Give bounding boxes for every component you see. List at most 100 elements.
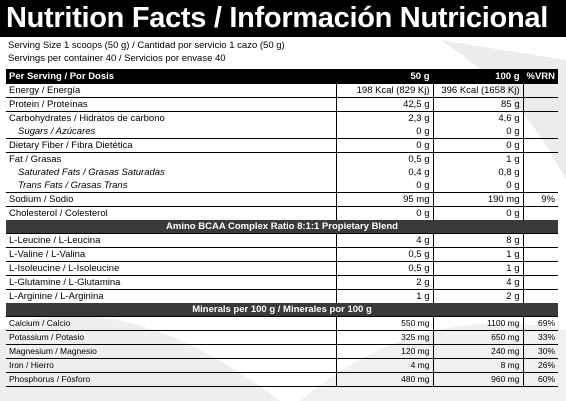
cell: [522, 275, 558, 290]
nutrient-row: Protein / Proteínas 42,5 g 85 g: [6, 97, 558, 112]
cell: [522, 179, 558, 193]
cell: Magnesium / Magnesio: [6, 344, 336, 359]
cell: 0,5 g: [335, 152, 433, 166]
section-heading: Amino BCAA Complex Ratio 8:1:1 Propietar…: [6, 220, 558, 234]
cell: [522, 97, 558, 112]
cell: L-Arginine / L-Arginina: [6, 289, 336, 303]
cell: Protein / Proteínas: [6, 97, 336, 112]
cell: L-Valine / L-Valina: [6, 247, 336, 262]
cell: 960 mg: [432, 372, 523, 387]
cell: 4 g: [335, 233, 433, 248]
nutrition-table: Per Serving / Por Dosis 50 g 100 g %VRN Ener…: [6, 69, 558, 387]
cell: 0 g: [432, 206, 523, 220]
cell: [522, 125, 558, 139]
title: Nutrition Facts / Información Nutriciona…: [0, 0, 566, 37]
cell: 1 g: [432, 261, 523, 276]
serving-line: Serving Size 1 scoops (50 g) / Cantidad …: [8, 40, 285, 51]
cell: Trans Fats / Grasas Trans: [18, 180, 128, 191]
cell: 2,3 g: [335, 111, 433, 125]
cell: 2 g: [335, 275, 433, 290]
nutrient-row: Iron / Hierro 4 mg 8 mg 26%: [6, 358, 558, 373]
cell: [522, 166, 558, 179]
cell: 69%: [522, 316, 558, 331]
cell: 85 g: [432, 97, 523, 112]
cell: [522, 206, 558, 220]
nutrient-row: Magnesium / Magnesio 120 mg 240 mg 30%: [6, 344, 558, 359]
cell: 95 mg: [335, 192, 433, 207]
nutrient-row: Carbohydrates / Hidratos de carbono 2,3 g…: [6, 111, 558, 125]
cell: 0 g: [432, 179, 523, 193]
cell: Potassium / Potasio: [6, 330, 336, 345]
cell: 1 g: [432, 247, 523, 262]
serving-line: Servings per container 40 / Servicios po…: [8, 52, 226, 64]
cell: 9%: [522, 192, 558, 207]
cell: 8 mg: [432, 358, 523, 373]
serving-info: Serving Size 1 scoops (50 g) / Cantidad …: [8, 40, 285, 65]
cell: 8 g: [432, 233, 523, 248]
cell: 1100 mg: [432, 316, 523, 331]
nutrient-row: Calcium / Calcio 550 mg 1100 mg 69%: [6, 316, 558, 331]
cell: [522, 233, 558, 248]
cell: 190 mg: [432, 192, 523, 207]
cell: 0 g: [335, 179, 433, 193]
nutrient-row: Potassium / Potasio 325 mg 650 mg 33%: [6, 330, 558, 345]
cell: Carbohydrates / Hidratos de carbono: [6, 111, 336, 125]
cell: 33%: [522, 330, 558, 345]
cell: 26%: [522, 358, 558, 373]
nutrient-row: Energy / Energía 198 Kcal (829 Kj) 396 Kca…: [6, 83, 558, 98]
cell: 0 g: [432, 125, 523, 139]
cell: Sugars / Azúcares: [18, 126, 96, 137]
cell: Iron / Hierro: [6, 358, 336, 373]
table-body: Per Serving / Por Dosis 50 g 100 g %VRN Ener…: [6, 69, 558, 387]
cell: Phosphorus / Fósforo: [6, 372, 336, 387]
cell: %VRN: [522, 69, 558, 84]
cell: 198 Kcal (829 Kj): [335, 83, 433, 98]
cell: L-Glutamine / L-Glutamina: [6, 275, 336, 290]
cell: L-Isoleucine / L-Isoleucine: [6, 261, 336, 276]
nutrient-row: Phosphorus / Fósforo 480 mg 960 mg 60%: [6, 372, 558, 387]
cell: 0 g: [432, 138, 523, 153]
cell: 60%: [522, 372, 558, 387]
cell: 0,5 g: [335, 247, 433, 262]
section-row: Minerals per 100 g / Minerales por 100 g: [6, 303, 558, 317]
cell: Per Serving / Por Dosis: [6, 69, 336, 84]
cell: L-Leucine / L-Leucina: [6, 233, 336, 248]
section-row: Amino BCAA Complex Ratio 8:1:1 Propietar…: [6, 220, 558, 234]
cell: 4 g: [432, 275, 523, 290]
cell: 0,8 g: [432, 166, 523, 179]
cell: 100 g: [432, 69, 523, 84]
cell: 120 mg: [335, 344, 433, 359]
cell: 1 g: [432, 152, 523, 166]
cell: [522, 289, 558, 303]
header-row: Per Serving / Por Dosis 50 g 100 g %VRN: [6, 69, 558, 84]
cell: [522, 247, 558, 262]
cell: 4,6 g: [432, 111, 523, 125]
cell: 0,4 g: [335, 166, 433, 179]
cell: [522, 83, 558, 98]
cell: Saturated Fats / Grasas Saturadas: [18, 167, 165, 178]
cell: Dietary Fiber / Fibra Dietética: [6, 138, 336, 153]
cell: Calcium / Calcio: [6, 316, 336, 331]
cell: Sodium / Sodio: [6, 192, 336, 207]
nutrient-row: Sodium / Sodio 95 mg 190 mg 9%: [6, 192, 558, 207]
section-heading: Minerals per 100 g / Minerales por 100 g: [6, 303, 558, 317]
cell: 0 g: [335, 125, 433, 139]
cell: 0 g: [335, 206, 433, 220]
cell: 1 g: [335, 289, 433, 303]
cell: 240 mg: [432, 344, 523, 359]
cell: Fat / Grasas: [6, 152, 336, 166]
cell: 396 Kcal (1658 Kj): [432, 83, 523, 98]
cell: 550 mg: [335, 316, 433, 331]
cell: Energy / Energía: [6, 83, 336, 98]
